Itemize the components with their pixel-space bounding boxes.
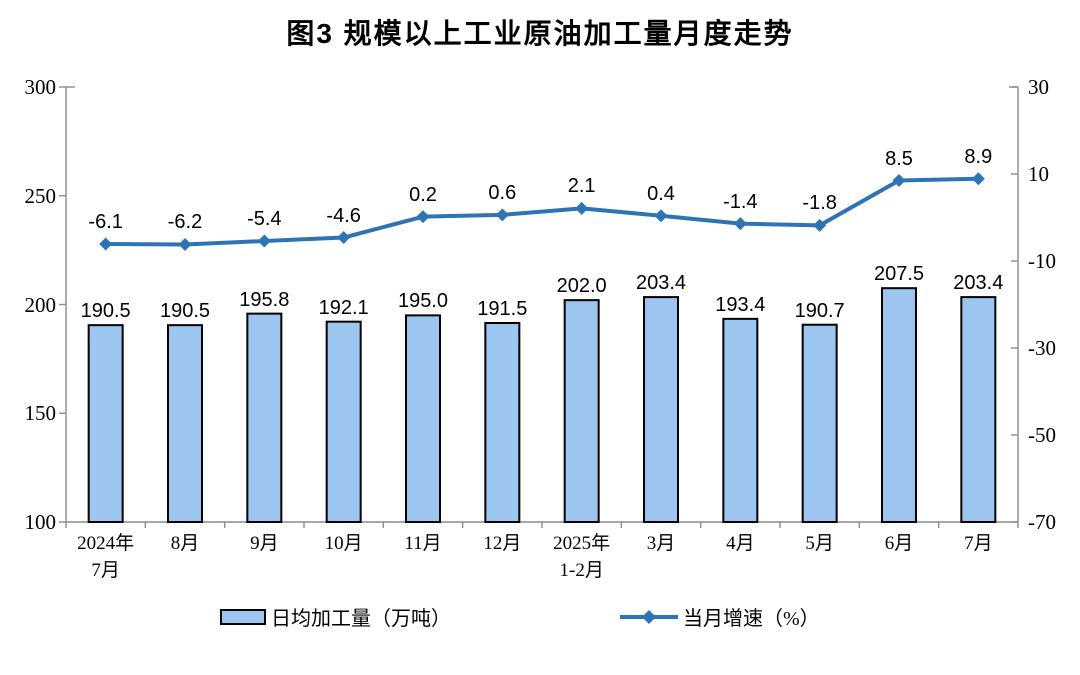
x-axis-category-label: 2024年 7月: [77, 530, 134, 584]
y-axis-right-tick-label: -10: [1028, 249, 1056, 273]
y-axis-left-tick-label: 200: [24, 292, 57, 317]
bar-value-label: 190.7: [794, 299, 845, 322]
bar-value-label: 190.5: [80, 300, 131, 323]
bar-value-label: 202.0: [556, 275, 607, 298]
x-axis-category-label-line: 10月: [324, 533, 363, 554]
x-axis-category-label-line: 4月: [726, 533, 755, 554]
y-axis-right-tick-label: 30: [1028, 75, 1049, 99]
x-axis-category-label: 2025年 1-2月: [553, 530, 610, 584]
marker-diamond: [813, 218, 827, 232]
line-value-label: -4.6: [326, 204, 361, 227]
x-axis-category-label-line: 6月: [884, 533, 914, 554]
x-axis-category-label: 3月: [647, 530, 676, 557]
line-value-label: -6.1: [88, 211, 123, 234]
y-axis-right-tick-label: 10: [1028, 162, 1049, 186]
line-value-label: 8.5: [885, 147, 913, 170]
bar: [484, 321, 521, 523]
bar: [167, 324, 203, 523]
marker-diamond: [575, 201, 589, 215]
marker-diamond: [416, 210, 430, 224]
bar-value-label: 191.5: [477, 297, 528, 320]
line-value-label: -6.2: [167, 211, 203, 234]
y-axis-right-tick-label: -30: [1028, 336, 1056, 360]
line-value-label: -1.8: [802, 192, 837, 215]
trend-line: [105, 176, 979, 247]
marker-diamond: [337, 231, 351, 245]
bar: [960, 296, 997, 524]
x-axis-category-label: 10月: [325, 530, 363, 557]
line-value-label: 0.2: [409, 183, 437, 206]
marker-diamond: [178, 237, 192, 251]
x-axis-category-label: 6月: [885, 530, 914, 557]
bar: [325, 320, 362, 523]
bar: [246, 312, 283, 524]
x-axis-category-label-line: 2025年: [553, 533, 611, 554]
x-axis-category-label: 12月: [483, 530, 521, 557]
x-axis-category-label: 8月: [171, 530, 200, 557]
line-value-label: 0.4: [647, 182, 675, 205]
chart-title: 图3 规模以上工业原油加工量月度走势: [286, 18, 794, 49]
bar-value-label: 203.4: [635, 272, 687, 295]
x-axis-category-label-line: 2024年: [77, 533, 135, 554]
line-value-label: 0.6: [488, 181, 517, 204]
x-axis-category-label: 7月: [964, 530, 993, 557]
y-axis-left-tick-label: 150: [24, 401, 57, 426]
x-axis-category-label: 11月: [404, 530, 441, 557]
marker-diamond: [654, 209, 668, 223]
x-axis-category-label-line: 1-2月: [559, 560, 604, 581]
bar: [881, 287, 917, 523]
x-axis-category-label-line: 5月: [805, 533, 834, 554]
bar-value-label: 192.1: [318, 296, 369, 319]
marker-diamond: [892, 174, 906, 188]
bar-value-label: 193.4: [715, 293, 766, 316]
legend-item-bar: 日均加工量（万吨）: [220, 602, 451, 631]
line-value-label: -1.4: [723, 190, 758, 213]
marker-diamond: [495, 208, 509, 222]
x-axis-category-label: 4月: [726, 530, 755, 557]
legend-label-bar: 日均加工量（万吨）: [271, 608, 451, 630]
bar: [563, 299, 600, 523]
bar: [801, 323, 838, 524]
line-value-label: -5.4: [247, 207, 282, 230]
x-axis-category-label-line: 7月: [91, 560, 120, 581]
y-axis-left-tick-label: 100: [24, 510, 57, 534]
bar: [643, 296, 679, 524]
x-axis-category-label-line: 8月: [170, 533, 200, 554]
x-axis-category-label-line: 3月: [646, 533, 676, 554]
line-value-label: 2.1: [567, 175, 596, 198]
legend-marker-diamond: [642, 609, 656, 624]
x-axis-category-label-line: 7月: [964, 533, 993, 554]
y-axis-right-tick-label: -50: [1028, 423, 1056, 447]
x-axis-category-label: 9月: [250, 530, 279, 557]
y-axis-left-tick-label: 250: [24, 183, 57, 208]
x-axis-category-label-line: 12月: [483, 533, 522, 554]
legend-item-line: 当月增速（%）: [620, 602, 820, 631]
x-axis-category-label-line: 9月: [250, 533, 279, 554]
bar-value-label: 190.5: [159, 300, 211, 323]
line-value-label: 8.9: [964, 145, 993, 168]
bar: [405, 314, 441, 523]
marker-diamond: [99, 237, 113, 251]
line-swatch-icon: [620, 609, 678, 624]
bar-value-label: 195.0: [397, 290, 449, 313]
bar: [722, 317, 759, 524]
bar-value-label: 207.5: [873, 263, 925, 286]
bar-swatch-icon: [220, 608, 266, 625]
legend-label-line: 当月增速（%）: [683, 608, 820, 630]
marker-diamond: [733, 217, 747, 231]
x-axis-category-label: 5月: [805, 530, 834, 557]
y-axis-right-tick-label: -70: [1028, 510, 1056, 534]
y-axis-left-tick-label: 300: [24, 75, 57, 99]
bar-value-label: 203.4: [953, 272, 1004, 295]
x-axis-category-label-line: 11月: [404, 533, 442, 554]
bar: [87, 324, 124, 523]
marker-diamond: [257, 234, 271, 248]
bar-value-label: 195.8: [239, 288, 290, 311]
marker-diamond: [971, 172, 985, 186]
